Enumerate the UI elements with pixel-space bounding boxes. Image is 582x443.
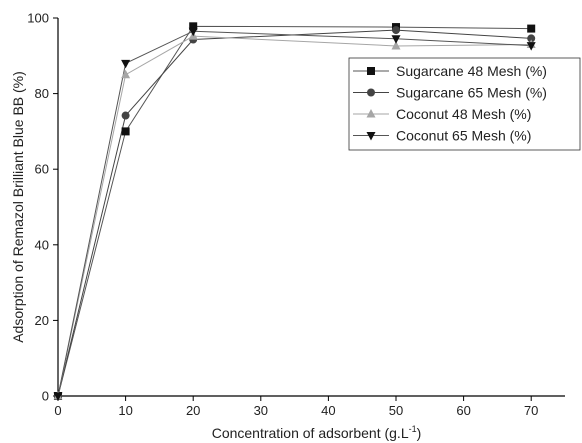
data-point bbox=[527, 34, 536, 43]
data-point bbox=[188, 27, 198, 37]
y-axis-label: Adsorption of Remazol Brilliant Blue BB … bbox=[10, 71, 26, 343]
legend-marker bbox=[367, 88, 375, 97]
legend-label: Coconut 65 Mesh (%) bbox=[396, 128, 531, 144]
data-point bbox=[526, 42, 536, 51]
x-tick-label: 60 bbox=[456, 403, 470, 418]
x-axis-label: Concentration of adsorbent (g.L-1) bbox=[212, 424, 422, 441]
x-tick-label: 30 bbox=[254, 403, 268, 418]
legend-label: Coconut 48 Mesh (%) bbox=[396, 106, 531, 122]
y-tick-label: 20 bbox=[35, 313, 49, 328]
legend-box bbox=[348, 57, 581, 151]
legend-marker bbox=[366, 132, 376, 141]
x-tick-label: 40 bbox=[321, 403, 335, 418]
y-tick-label: 40 bbox=[35, 237, 49, 252]
data-point bbox=[121, 69, 131, 79]
axes bbox=[57, 18, 565, 397]
y-tick-label: 80 bbox=[35, 86, 49, 101]
x-tick-label: 0 bbox=[54, 403, 61, 418]
legend: Sugarcane 48 Mesh (%) Sugarcane 65 Mesh (… bbox=[348, 57, 581, 151]
data-point bbox=[121, 59, 131, 69]
legend-label: Sugarcane 65 Mesh (%) bbox=[396, 85, 547, 101]
y-tick-label: 60 bbox=[35, 162, 49, 177]
data-point bbox=[392, 26, 400, 35]
x-tick-label: 10 bbox=[118, 403, 132, 418]
x-tick-label: 50 bbox=[389, 403, 403, 418]
legend-label: Sugarcane 48 Mesh (%) bbox=[396, 63, 547, 79]
data-point bbox=[121, 127, 130, 136]
x-tick-label: 70 bbox=[524, 403, 538, 418]
data-point bbox=[189, 22, 198, 31]
y-tick-label: 0 bbox=[42, 389, 49, 404]
data-point bbox=[121, 111, 130, 120]
data-point bbox=[391, 40, 401, 50]
legend-marker bbox=[366, 109, 376, 118]
data-point bbox=[527, 24, 536, 33]
y-tick-label: 100 bbox=[27, 11, 49, 26]
series-markers bbox=[53, 22, 536, 401]
data-point bbox=[391, 35, 401, 44]
data-point bbox=[53, 392, 63, 401]
legend-marker bbox=[367, 67, 375, 75]
x-tick-label: 20 bbox=[186, 403, 200, 418]
